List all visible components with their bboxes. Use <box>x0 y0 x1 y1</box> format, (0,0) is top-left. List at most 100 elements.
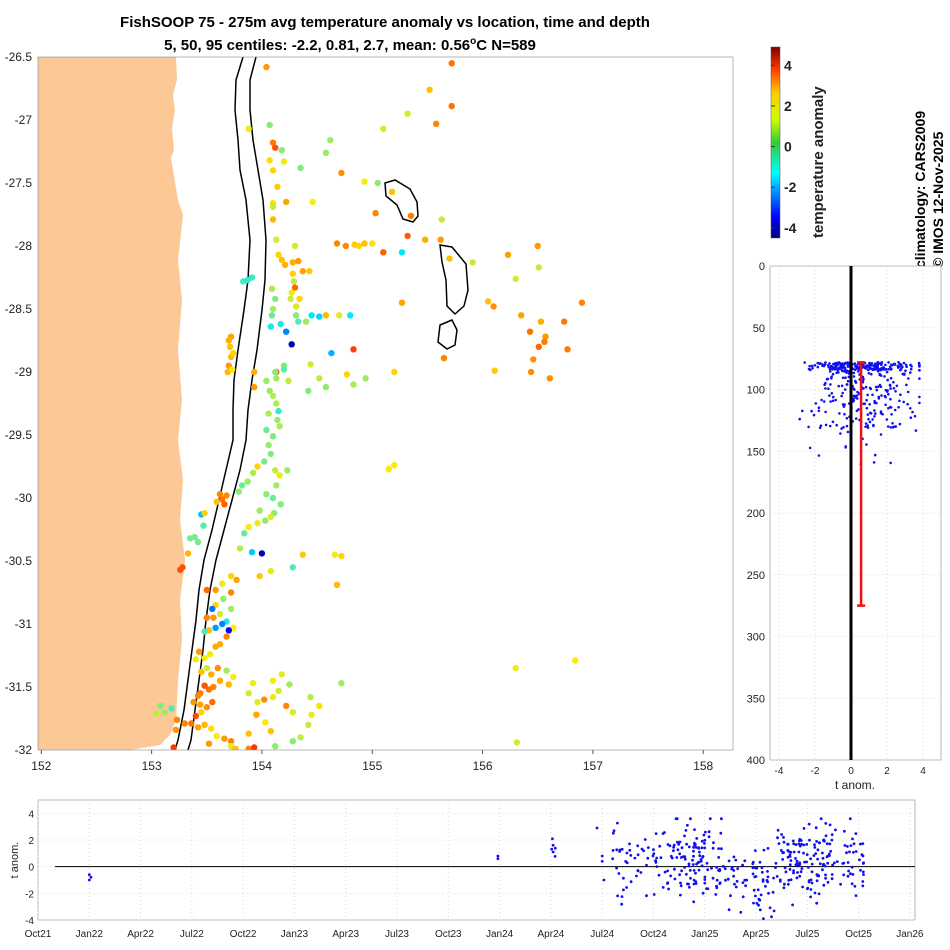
time-point <box>551 837 554 841</box>
time-point <box>786 849 790 852</box>
map-point <box>407 212 415 219</box>
map-point <box>336 312 343 319</box>
time-point <box>767 891 770 895</box>
time-point <box>797 850 801 854</box>
map-point <box>398 299 406 306</box>
profile-y-tick-label: 250 <box>747 570 765 582</box>
time-x-tick-label: Oct25 <box>845 929 872 940</box>
profile-point <box>828 424 832 428</box>
profile-y-tick-label: 300 <box>747 632 765 644</box>
time-point <box>762 848 766 852</box>
map-point <box>296 295 303 303</box>
profile-point <box>822 400 826 403</box>
time-point <box>791 839 795 843</box>
time-point <box>734 885 738 889</box>
map-point <box>572 657 579 664</box>
time-point <box>782 836 785 839</box>
time-x-tick-label: Apr25 <box>743 929 770 940</box>
profile-point <box>807 425 810 429</box>
map-point <box>244 478 251 485</box>
time-point <box>807 879 811 882</box>
map-point <box>201 654 208 662</box>
time-point <box>717 847 720 850</box>
profile-point <box>840 384 844 388</box>
profile-point <box>893 408 897 412</box>
time-point <box>760 870 764 874</box>
map-point <box>210 614 217 621</box>
time-point <box>616 894 619 898</box>
colorbar-tick-label: 2 <box>784 98 792 114</box>
profile-point <box>902 400 905 404</box>
map-point <box>203 614 210 621</box>
map-point <box>299 551 306 558</box>
map-point <box>272 743 279 750</box>
time-point <box>550 847 554 851</box>
profile-point <box>843 363 846 366</box>
time-point <box>640 847 644 851</box>
map-point <box>391 462 398 469</box>
map-point <box>197 701 204 708</box>
profile-point <box>838 361 841 365</box>
time-point <box>766 875 770 879</box>
time-point <box>757 903 760 907</box>
profile-point <box>914 429 918 432</box>
map-point <box>362 375 369 382</box>
time-point <box>628 848 632 852</box>
profile-point <box>816 365 820 369</box>
climatology-label: climatology: CARS2009 <box>912 111 928 268</box>
time-y-ticks: 4 2 0 -2 -4 <box>25 809 34 927</box>
map-point <box>372 210 379 217</box>
time-x-tick-label: Jan25 <box>691 929 719 940</box>
map-point <box>280 158 288 165</box>
map-point <box>291 242 299 250</box>
time-point <box>807 822 811 826</box>
time-y-label: t anom. <box>9 842 21 879</box>
profile-point <box>905 365 908 369</box>
time-point <box>796 864 799 868</box>
time-point <box>805 843 809 846</box>
time-point <box>821 868 824 872</box>
time-point <box>802 827 806 830</box>
time-point <box>629 880 633 884</box>
profile-point <box>901 365 904 369</box>
map-point <box>281 261 289 269</box>
map-point <box>190 698 197 706</box>
map-point <box>225 627 232 634</box>
profile-point <box>897 361 900 364</box>
time-point <box>496 857 500 861</box>
map-x-ticks: 152 153 154 155 156 157 158 <box>31 750 714 773</box>
profile-point <box>887 367 890 371</box>
map-point <box>209 698 216 706</box>
map-point <box>361 240 368 247</box>
profile-x-tick-label: -2 <box>811 766 820 777</box>
time-point <box>786 855 790 859</box>
time-point <box>801 885 804 889</box>
map-point <box>248 549 256 556</box>
time-point <box>670 856 674 860</box>
map-point <box>305 387 312 395</box>
profile-point <box>824 423 828 427</box>
profile-point <box>847 375 851 379</box>
profile-point <box>824 387 827 390</box>
time-point <box>689 817 692 821</box>
map-point <box>230 349 237 357</box>
map-point <box>333 581 341 589</box>
map-point <box>201 628 208 635</box>
profile-y-tick-label: 350 <box>747 693 765 705</box>
time-point <box>700 839 704 843</box>
profile-point <box>880 363 883 367</box>
map-point <box>289 270 296 277</box>
map-point <box>268 285 276 292</box>
profile-point <box>918 377 921 380</box>
map-point <box>263 491 270 498</box>
time-point <box>745 878 749 882</box>
profile-point <box>898 422 902 426</box>
time-point <box>675 856 679 859</box>
profile-point <box>865 406 869 410</box>
map-point <box>272 467 279 474</box>
profile-point <box>838 412 841 415</box>
profile-point <box>889 405 892 409</box>
time-point <box>646 846 650 849</box>
profile-point <box>872 423 875 427</box>
map-point <box>227 605 235 613</box>
